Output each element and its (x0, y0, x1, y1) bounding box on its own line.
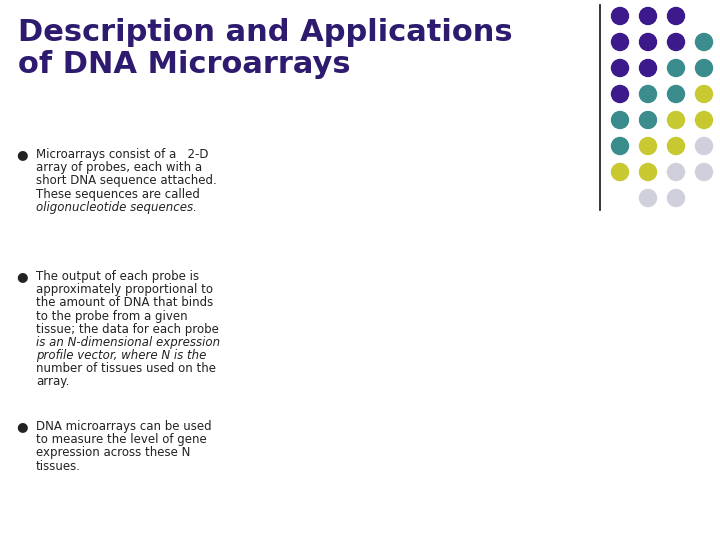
Circle shape (667, 138, 685, 154)
Circle shape (639, 8, 657, 24)
Text: the amount of DNA that binds: the amount of DNA that binds (36, 296, 213, 309)
Text: Microarrays consist of a   2-D: Microarrays consist of a 2-D (36, 148, 209, 161)
Circle shape (696, 111, 713, 129)
Text: profile vector, where N is the: profile vector, where N is the (36, 349, 207, 362)
Text: oligonucleotide sequences.: oligonucleotide sequences. (36, 201, 197, 214)
Text: tissues.: tissues. (36, 460, 81, 472)
Circle shape (611, 85, 629, 103)
Circle shape (667, 8, 685, 24)
Circle shape (639, 138, 657, 154)
Circle shape (667, 59, 685, 77)
Circle shape (696, 33, 713, 51)
Text: to the probe from a given: to the probe from a given (36, 309, 188, 322)
Circle shape (696, 85, 713, 103)
Text: The output of each probe is: The output of each probe is (36, 270, 199, 283)
Circle shape (667, 111, 685, 129)
Text: is an N-dimensional expression: is an N-dimensional expression (36, 336, 220, 349)
Text: DNA microarrays can be used: DNA microarrays can be used (36, 420, 212, 433)
Circle shape (611, 59, 629, 77)
Circle shape (667, 164, 685, 180)
Text: number of tissues used on the: number of tissues used on the (36, 362, 216, 375)
Circle shape (639, 59, 657, 77)
Text: to measure the level of gene: to measure the level of gene (36, 433, 207, 446)
Circle shape (611, 8, 629, 24)
Text: approximately proportional to: approximately proportional to (36, 283, 213, 296)
Text: Description and Applications
of DNA Microarrays: Description and Applications of DNA Micr… (18, 18, 513, 79)
Circle shape (611, 138, 629, 154)
Text: array.: array. (36, 375, 69, 388)
Text: ●: ● (17, 148, 28, 161)
Circle shape (611, 33, 629, 51)
Circle shape (696, 59, 713, 77)
Text: short DNA sequence attached.: short DNA sequence attached. (36, 174, 217, 187)
Text: array of probes, each with a: array of probes, each with a (36, 161, 202, 174)
Text: expression across these N: expression across these N (36, 447, 190, 460)
Circle shape (667, 190, 685, 206)
Circle shape (639, 190, 657, 206)
Circle shape (639, 111, 657, 129)
Circle shape (639, 164, 657, 180)
Circle shape (667, 85, 685, 103)
Text: ●: ● (17, 420, 28, 433)
Circle shape (639, 33, 657, 51)
Circle shape (696, 138, 713, 154)
Text: ●: ● (17, 270, 28, 283)
Text: These sequences are called: These sequences are called (36, 187, 200, 200)
Text: tissue; the data for each probe: tissue; the data for each probe (36, 323, 219, 336)
Circle shape (611, 111, 629, 129)
Circle shape (696, 164, 713, 180)
Circle shape (611, 164, 629, 180)
Circle shape (667, 33, 685, 51)
Circle shape (639, 85, 657, 103)
